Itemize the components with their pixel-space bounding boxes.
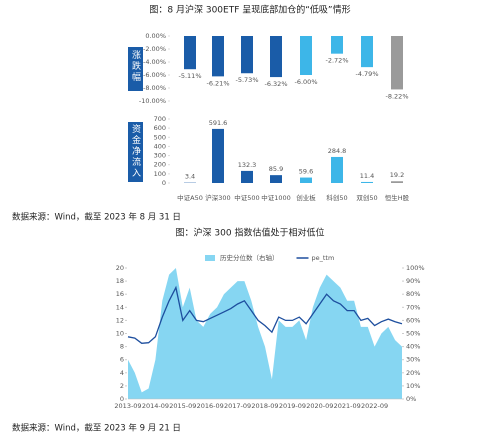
bar	[270, 175, 282, 183]
panel-label: 涨跌幅	[130, 50, 141, 83]
y-tick-label: 100	[154, 170, 166, 178]
y2-tick-label: 50%	[406, 330, 420, 338]
y2-tick-label: 10%	[406, 382, 420, 390]
x-tick-label: 2020-09	[306, 402, 333, 410]
y-tick-label: 300	[154, 152, 166, 160]
value-label: -4.79%	[356, 70, 379, 78]
value-label: 591.6	[209, 119, 228, 127]
source: 数据来源：Wind，截至 2023 年 8 月 31 日	[12, 212, 181, 223]
value-label: 85.9	[269, 165, 283, 173]
value-label: 132.3	[238, 161, 257, 169]
x-tick-label: 2016-09	[197, 402, 224, 410]
y-tick-label: 0	[162, 179, 166, 187]
chart-title: 图：沪深 300 指数估值处于相对低位	[176, 227, 325, 239]
value-label: -6.00%	[295, 78, 318, 86]
x-tick-label: 2022-09	[361, 402, 388, 410]
y-tick-label: 200	[154, 161, 166, 169]
line	[127, 285, 403, 344]
bar	[331, 156, 343, 183]
value-label: 284.8	[328, 147, 347, 155]
y-tick-label: -8.00%	[143, 84, 166, 92]
legend-swatch	[205, 255, 215, 261]
y-tick-label: 10	[116, 330, 124, 338]
y2-tick-label: 20%	[406, 369, 420, 377]
panel-label: 资金净流入	[130, 124, 141, 179]
source: 数据来源：Wind，截至 2023 年 9 月 21 日	[12, 423, 181, 434]
y2-tick-label: 90%	[406, 277, 420, 285]
value-label: -6.21%	[207, 79, 230, 87]
panel-label-box	[128, 122, 143, 182]
bar	[391, 36, 403, 90]
legend-label: 历史分位数（右轴）	[220, 253, 279, 262]
bar	[241, 36, 253, 74]
x-tick-label: 双创50	[356, 193, 377, 202]
x-tick-label: 2019-09	[279, 402, 306, 410]
y2-tick-label: 60%	[406, 316, 420, 324]
x-tick-label: 中证A50	[177, 193, 203, 202]
y2-tick-label: 70%	[406, 303, 420, 311]
bar	[184, 36, 196, 70]
value-label: 11.4	[360, 172, 374, 180]
y2-tick-label: 80%	[406, 290, 420, 298]
y-tick-label: 2	[120, 382, 124, 390]
y-tick-label: -2.00%	[143, 45, 166, 53]
bar	[241, 170, 253, 183]
y-tick-label: 8	[120, 343, 124, 351]
x-tick-label: 创业板	[296, 193, 316, 202]
x-tick-label: 沪深300	[205, 193, 230, 202]
y2-tick-label: 30%	[406, 356, 420, 364]
x-tick-label: 2013-09	[114, 402, 141, 410]
value-label: -2.72%	[326, 57, 349, 65]
x-tick-label: 恒生H股	[385, 193, 410, 202]
x-tick-label: 2021-09	[334, 402, 361, 410]
y-tick-label: 4	[120, 369, 124, 377]
y2-tick-label: 0%	[406, 395, 416, 403]
x-tick-label: 2018-09	[251, 402, 278, 410]
chart-title: 图：8 月沪深 300ETF 呈现底部加仓的“低吸”情形	[149, 4, 350, 16]
bar	[212, 128, 224, 183]
y-tick-label: 18	[116, 277, 124, 285]
y-tick-label: 14	[116, 303, 124, 311]
y-tick-label: 0	[120, 395, 124, 403]
y-tick-label: 700	[154, 115, 166, 123]
value-label: 19.2	[390, 171, 404, 179]
bar	[270, 36, 282, 78]
y2-tick-label: 40%	[406, 343, 420, 351]
x-tick-label: 科创50	[326, 193, 347, 202]
y-tick-label: -4.00%	[143, 58, 166, 66]
y-tick-label: 20	[116, 264, 124, 272]
x-tick-label: 中证500	[234, 193, 259, 202]
bar	[300, 36, 312, 75]
x-tick-label: 中证1000	[261, 193, 291, 202]
y-tick-label: 600	[154, 124, 166, 132]
legend-label: pe_ttm	[312, 254, 335, 262]
bar	[361, 181, 373, 183]
y-tick-label: 6	[120, 356, 124, 364]
area	[128, 268, 402, 399]
y-tick-label: 16	[116, 290, 124, 298]
x-tick-label: 2015-09	[169, 402, 196, 410]
value-label: -5.73%	[236, 76, 259, 84]
value-label: 59.6	[299, 168, 313, 176]
y-tick-label: 0.00%	[145, 32, 166, 40]
value-label: -6.32%	[265, 80, 288, 88]
x-tick-label: 2014-09	[142, 402, 169, 410]
y-tick-label: 12	[116, 316, 124, 324]
bar	[212, 36, 224, 77]
bar	[331, 36, 343, 54]
panel-label-box	[128, 47, 143, 91]
value-label: 3.4	[185, 173, 195, 181]
bar	[391, 181, 403, 183]
y-tick-label: 500	[154, 133, 166, 141]
y2-tick-label: 100%	[406, 264, 425, 272]
y-tick-label: -10.00%	[139, 97, 166, 105]
value-label: -5.11%	[179, 72, 202, 80]
y-tick-label: -6.00%	[143, 71, 166, 79]
value-label: -8.22%	[386, 92, 409, 100]
bar	[300, 177, 312, 183]
y-tick-label: 400	[154, 142, 166, 150]
bar	[361, 36, 373, 68]
x-tick-label: 2017-09	[224, 402, 251, 410]
